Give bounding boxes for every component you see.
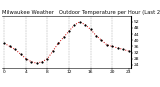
Text: Milwaukee Weather   Outdoor Temperature per Hour (Last 24 Hours): Milwaukee Weather Outdoor Temperature pe… — [2, 10, 160, 15]
